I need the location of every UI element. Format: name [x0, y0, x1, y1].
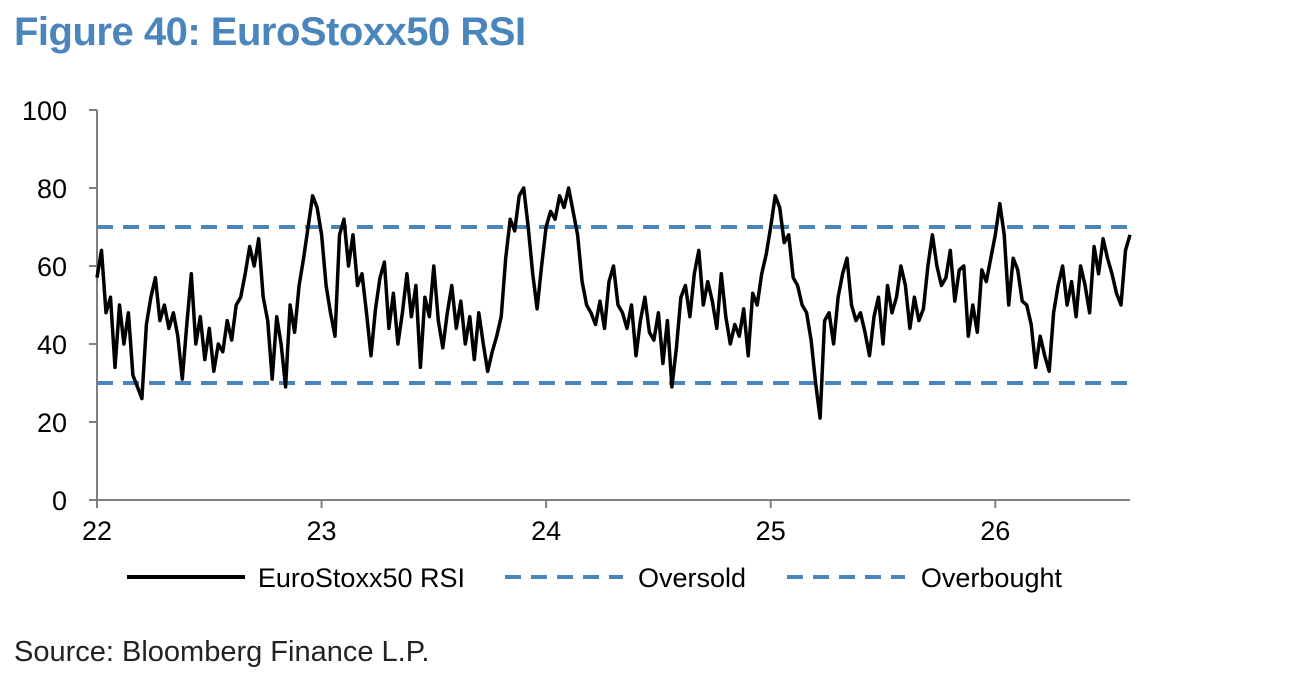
legend-label: EuroStoxx50 RSI	[258, 563, 465, 593]
x-tick-label: 26	[980, 516, 1010, 546]
y-tick-label: 100	[22, 96, 67, 126]
x-tick-label: 24	[531, 516, 561, 546]
x-tick-label: 23	[307, 516, 337, 546]
chart-legend: EuroStoxx50 RSI Oversold Overbought	[127, 563, 1062, 593]
y-tick-label: 0	[52, 486, 67, 516]
legend-label: Overbought	[921, 563, 1063, 593]
chart-plot-area	[95, 186, 1132, 420]
x-tick-label: 22	[82, 516, 112, 546]
y-tick-label: 20	[37, 408, 67, 438]
source-note: Source: Bloomberg Finance L.P.	[14, 636, 430, 668]
y-tick-label: 80	[37, 174, 67, 204]
chart-svg: 0 20 40 60 80 100 22 23 24 25 26 EuroStoxx50 RSI Ov…	[22, 96, 1132, 593]
x-tick-label: 25	[756, 516, 786, 546]
y-tick-label: 40	[37, 330, 67, 360]
page-title: Figure 40: EuroStoxx50 RSI	[14, 10, 526, 54]
y-tick-label: 60	[37, 252, 67, 282]
series-line-eurostoxx50-rsi	[95, 186, 1132, 420]
legend-label: Oversold	[638, 563, 746, 593]
chart-axes: 0 20 40 60 80 100 22 23 24 25 26	[22, 96, 1130, 546]
